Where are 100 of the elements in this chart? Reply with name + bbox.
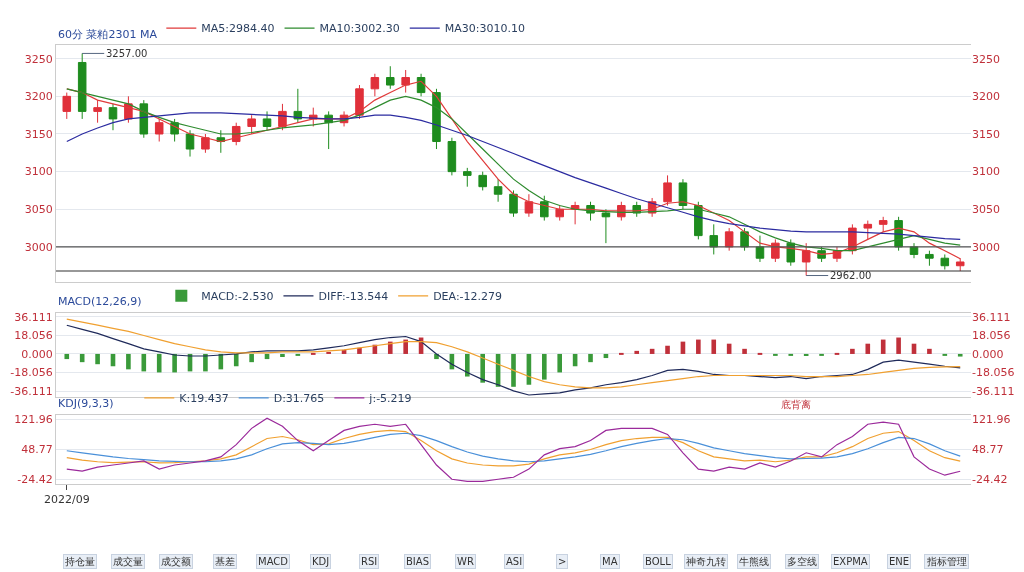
candlestick (62, 92, 72, 120)
candlestick (663, 174, 672, 207)
y2-tick-label: 0.000 (972, 347, 1004, 361)
legend-label: MA30:3010.10 (444, 22, 525, 36)
candlestick (355, 84, 364, 120)
y-tick-label: 3200 (24, 90, 53, 104)
bar (464, 353, 470, 377)
candlestick (940, 253, 950, 270)
bar (542, 353, 547, 380)
legend-label: DEA:-12.279 (433, 290, 503, 304)
y2-tick-label: 3100 (972, 165, 1000, 179)
bar (819, 353, 824, 356)
text: ASI (506, 556, 523, 567)
bar (665, 345, 670, 354)
bar (511, 353, 516, 387)
bar (95, 353, 100, 365)
candlestick (524, 193, 534, 218)
y-tick-label: 48.77 (21, 443, 53, 457)
candlestick (447, 137, 457, 176)
chart-title: MACD(12,26,9) (58, 295, 142, 308)
chart-title: KDJ(9,3,3) (58, 397, 114, 410)
y2-tick-label: 121.96 (972, 413, 1011, 427)
y2-tick-label: 36.111 (972, 310, 1011, 324)
line-series (66, 324, 961, 396)
candlestick (93, 99, 102, 124)
chart-title: 60分 菜粕2301 MA (58, 28, 158, 41)
x-tick-label: 2022/09 (43, 492, 90, 506)
candlestick (709, 223, 719, 255)
y-tick-label: 3050 (24, 203, 53, 217)
y2-tick-label: 48.77 (972, 443, 1004, 457)
bar (557, 353, 563, 373)
bar (310, 352, 316, 355)
candlestick (77, 52, 87, 120)
candlestick (570, 201, 580, 225)
text: 成交量 (113, 556, 143, 567)
legend-label: K:19.437 (179, 392, 229, 406)
legend-label: DIFF:-13.544 (318, 290, 389, 304)
bar (788, 353, 794, 356)
candlestick (262, 110, 272, 131)
bar (249, 353, 254, 363)
text: WR (457, 556, 474, 567)
bar (865, 343, 871, 354)
y2-tick-label: 3200 (972, 90, 1000, 104)
candlestick (432, 88, 441, 150)
bar (126, 353, 131, 370)
candlestick (601, 208, 611, 244)
candlestick (755, 235, 765, 263)
bar (172, 353, 177, 373)
candlestick (478, 171, 487, 191)
candlestick (385, 65, 395, 90)
y-tick-label: 18.056 (14, 329, 53, 343)
text: 多空线 (787, 556, 817, 567)
text: 基差 (215, 556, 235, 567)
y2-tick-label: 3150 (972, 127, 1000, 141)
candlestick (878, 216, 888, 233)
text: BOLL (645, 556, 672, 567)
candlestick (185, 129, 195, 158)
candlestick (863, 220, 873, 240)
bar (850, 348, 855, 354)
candlestick (416, 73, 426, 97)
y2-tick-label: 3050 (972, 203, 1000, 217)
legend-label: MACD:-2.530 (201, 290, 274, 304)
annotation: 2962.00 (830, 270, 872, 281)
bar (742, 348, 747, 354)
candlestick (678, 178, 688, 210)
bar (233, 353, 239, 367)
bar (141, 353, 147, 372)
text: MA (602, 556, 618, 567)
text: EXPMA (833, 556, 868, 567)
y2-tick-label: 18.056 (972, 329, 1011, 343)
y-tick-label: -24.42 (17, 472, 53, 486)
text: RSI (361, 556, 378, 567)
bar (326, 351, 331, 354)
y2-tick-label: -36.111 (972, 384, 1015, 398)
y-tick-label: -18.056 (10, 366, 53, 380)
text: MACD (258, 556, 289, 567)
text: KDJ (312, 556, 330, 567)
y-tick-label: 121.96 (14, 413, 53, 427)
candlestick (247, 114, 256, 135)
bar (480, 353, 485, 383)
line-series (66, 112, 961, 240)
bar (434, 353, 439, 360)
bar (619, 352, 624, 355)
bar (64, 353, 70, 360)
bar (711, 339, 717, 354)
bar (696, 339, 701, 354)
y2-tick-label: 3000 (972, 240, 1000, 254)
candlestick (724, 227, 734, 252)
bar (896, 337, 901, 354)
y-tick-label: -36.111 (10, 384, 53, 398)
y-tick-label: 0.000 (21, 347, 53, 361)
text: ENE (889, 556, 910, 567)
y2-tick-label: -18.056 (972, 366, 1015, 380)
candlestick (925, 250, 934, 267)
legend-label: MA10:3002.30 (319, 22, 400, 36)
y-tick-label: 36.111 (14, 310, 53, 324)
y-tick-label: 3250 (24, 52, 53, 66)
bar (773, 353, 778, 356)
candlestick (509, 189, 518, 218)
candlestick (201, 133, 210, 154)
